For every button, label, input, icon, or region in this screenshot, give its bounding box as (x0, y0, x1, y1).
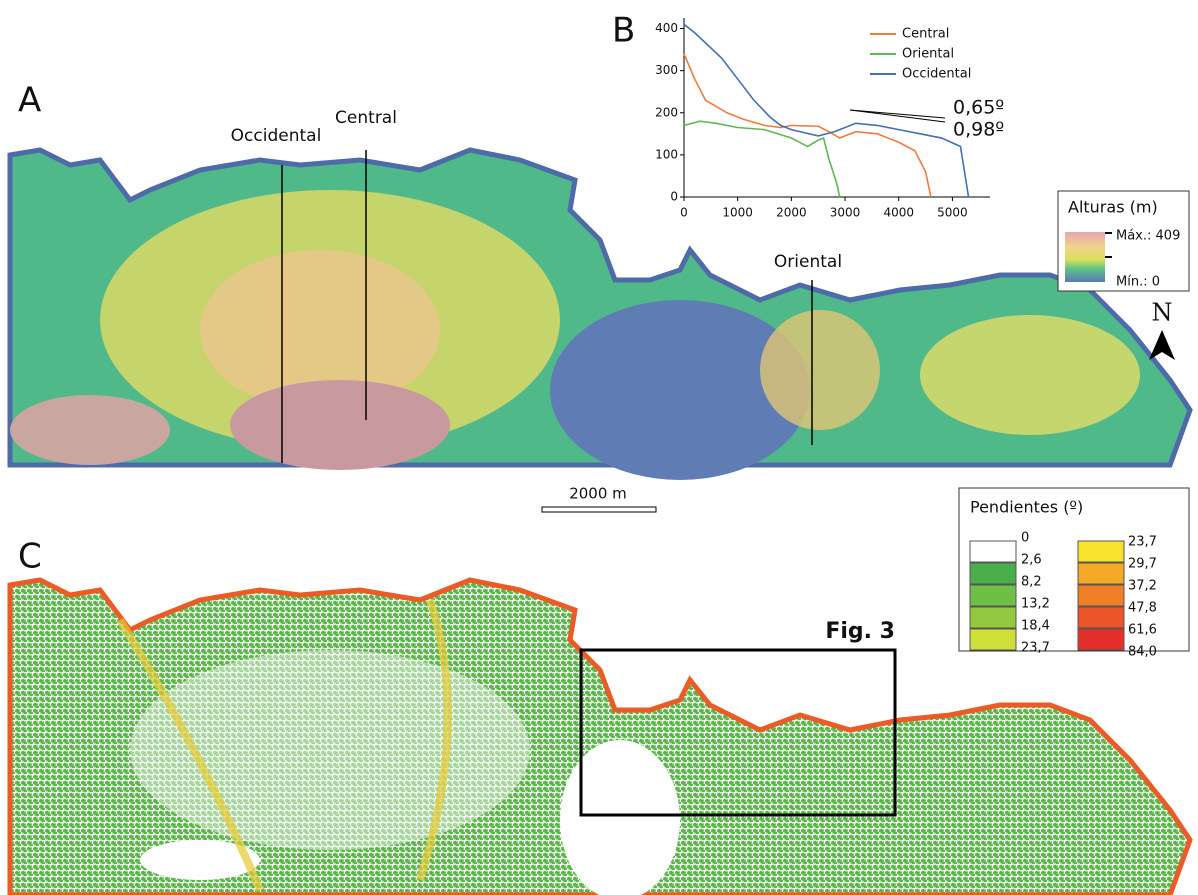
figure: A Occidental Central Oriental B 0,65º 0,… (0, 0, 1198, 895)
north-label: N (1152, 299, 1173, 327)
legend-swatch (970, 541, 1016, 562)
y-tick-label: 200 (655, 105, 678, 119)
x-tick-label: 0 (680, 206, 688, 220)
legend-swatch (1078, 585, 1124, 606)
legend-label: Occidental (902, 67, 971, 82)
elevation-map (10, 150, 1190, 480)
annotation: 0,65º (953, 97, 1004, 119)
figure-reference: Fig. 3 (825, 619, 895, 644)
legend-label: Central (902, 27, 949, 42)
north-arrow (1149, 330, 1175, 360)
series-line (684, 121, 840, 197)
x-tick-label: 3000 (830, 206, 861, 220)
y-tick-label: 300 (655, 63, 678, 77)
legend-title: Pendientes (º) (970, 498, 1083, 517)
legend-swatch (1078, 629, 1124, 650)
scale-bar (542, 507, 656, 512)
panel-label: C (18, 537, 42, 577)
profile-label: Central (335, 108, 397, 128)
legend-label: 37,2 (1128, 579, 1157, 594)
legend-label: 23,7 (1128, 535, 1157, 550)
profile-label: Occidental (231, 126, 322, 146)
legend-title: Alturas (m) (1068, 198, 1158, 217)
legend-label: 23,7 (1021, 641, 1050, 656)
legend-swatch (970, 629, 1016, 650)
panel-label: B (612, 11, 635, 51)
x-tick-label: 5000 (937, 206, 968, 220)
x-tick-label: 4000 (883, 206, 914, 220)
scale-label: 2000 m (569, 485, 627, 503)
legend-label: 2,6 (1021, 553, 1042, 568)
elevation-legend: Alturas (m) Máx.: 409 Mín.: 0 (1058, 191, 1189, 291)
legend-label: 29,7 (1128, 557, 1157, 572)
legend-label: 13,2 (1021, 597, 1050, 612)
panel-label: A (18, 81, 41, 121)
legend-label: 18,4 (1021, 619, 1050, 634)
legend-label: 84,0 (1128, 645, 1157, 660)
x-tick-label: 2000 (776, 206, 807, 220)
legend-label: 8,2 (1021, 575, 1042, 590)
annotation: 0,98º (953, 119, 1004, 141)
legend-swatch (970, 607, 1016, 628)
legend-label: 61,6 (1128, 623, 1157, 638)
legend-swatch (970, 563, 1016, 584)
series-line (684, 54, 931, 197)
slope-legend: Pendientes (º) 0 2,6 8,2 13,2 18,4 23,7 23,7 29… (959, 488, 1189, 660)
legend-max: Máx.: 409 (1116, 229, 1180, 244)
x-tick-label: 1000 (722, 206, 753, 220)
y-tick-label: 100 (655, 147, 678, 161)
legend-label: 47,8 (1128, 601, 1157, 616)
legend-swatch (1078, 607, 1124, 628)
legend-label: Oriental (902, 47, 954, 62)
legend-swatch (1078, 541, 1124, 562)
legend-min: Mín.: 0 (1116, 275, 1160, 290)
y-tick-label: 0 (670, 190, 678, 204)
legend-swatch (970, 585, 1016, 606)
legend-swatch (1078, 563, 1124, 584)
y-tick-label: 400 (655, 21, 678, 35)
legend-label: 0 (1021, 531, 1029, 546)
profile-label: Oriental (774, 252, 842, 272)
